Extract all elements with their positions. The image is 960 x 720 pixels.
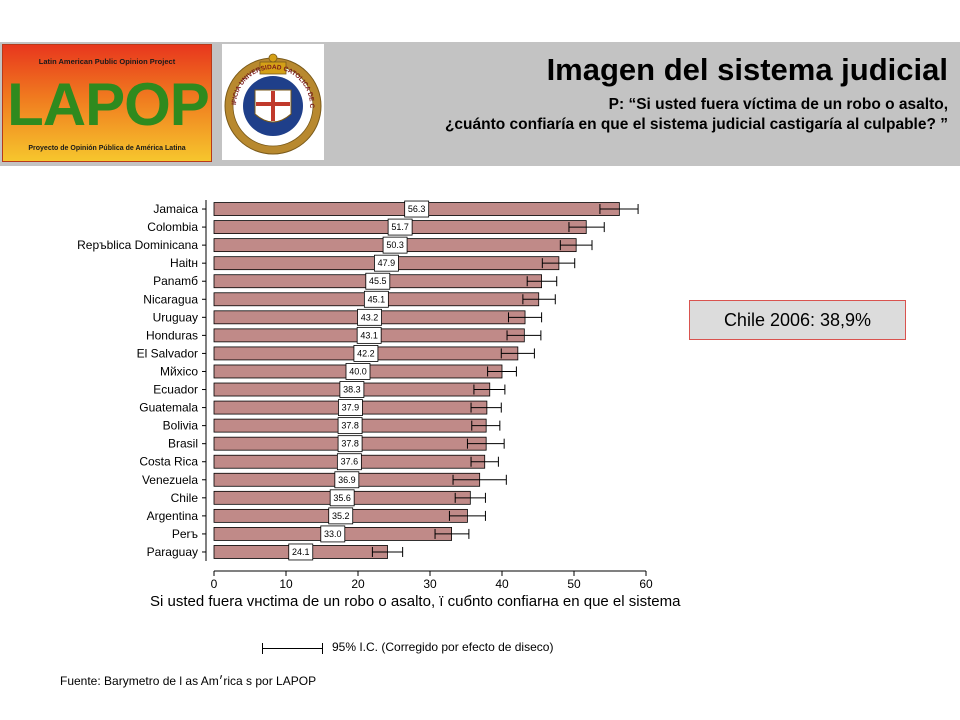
- category-label: Colombia: [147, 220, 198, 234]
- value-label-box: [374, 254, 399, 272]
- value-label: 37.6: [341, 457, 359, 467]
- x-tick-label: 0: [211, 577, 218, 591]
- category-label: Venezuela: [142, 473, 198, 487]
- category-label: Brasil: [168, 437, 198, 451]
- value-label-box: [288, 543, 314, 561]
- x-tick-label: 50: [567, 577, 581, 591]
- source-note: Fuente: Barymetro de l as Am׳rica s por …: [60, 674, 317, 688]
- value-label-box: [339, 381, 365, 398]
- value-label-box: [353, 345, 379, 362]
- x-axis-label: Si usted fuera vнctima de un robo o asal…: [150, 593, 681, 610]
- value-label-box: [345, 363, 371, 380]
- category-label: Ecuador: [153, 383, 198, 397]
- value-label: 43.1: [360, 330, 378, 340]
- x-tick-label: 60: [639, 577, 653, 591]
- value-label: 50.3: [386, 240, 404, 250]
- value-label: 38.3: [343, 385, 361, 395]
- value-label-box: [404, 200, 430, 218]
- lapop-logo-bottom-text: Proyecto de Opinión Pública de América L…: [28, 145, 186, 152]
- category-label: Guatemala: [139, 401, 198, 415]
- category-label: Perъ: [172, 527, 199, 541]
- category-label: Bolivia: [163, 419, 199, 433]
- value-label-box: [329, 489, 355, 507]
- value-label: 47.9: [378, 258, 396, 268]
- value-label: 51.7: [391, 222, 409, 232]
- category-label: Argentina: [147, 509, 199, 523]
- x-tick-label: 30: [423, 577, 437, 591]
- legend-ci-cap-right: [322, 643, 323, 654]
- value-label: 42.2: [357, 348, 375, 358]
- category-label: El Salvador: [137, 346, 198, 360]
- value-label: 45.1: [368, 294, 386, 304]
- x-tick-label: 40: [495, 577, 509, 591]
- value-label: 37.9: [342, 403, 360, 413]
- x-tick-label: 10: [279, 577, 293, 591]
- value-label-box: [336, 453, 362, 471]
- value-label: 36.9: [338, 475, 356, 485]
- value-label-box: [320, 525, 346, 543]
- x-tick-label: 20: [351, 577, 365, 591]
- university-seal-icon: PONTIFICIA UNIVERSIDAD CATOLICA DE CHILE: [219, 39, 322, 155]
- category-label: Jamaica: [153, 202, 198, 216]
- lapop-logo-word: LAPOP: [7, 71, 210, 138]
- lapop-logo: Latin American Public Opinion Project LA…: [2, 44, 212, 162]
- value-label-box: [334, 471, 360, 489]
- question-text: P: “Si usted fuera víctima de un robo o …: [445, 95, 948, 135]
- value-label-box: [363, 290, 389, 308]
- value-label-box: [357, 308, 382, 326]
- value-label: 56.3: [408, 204, 426, 214]
- value-label-box: [338, 399, 363, 416]
- category-label: Uruguay: [153, 310, 198, 324]
- value-label: 43.2: [361, 312, 379, 322]
- category-label: Panamб: [153, 274, 198, 288]
- value-label: 35.6: [333, 493, 351, 503]
- value-label-box: [387, 218, 413, 236]
- value-label-box: [356, 326, 382, 344]
- category-label: Mйxico: [160, 364, 198, 378]
- category-label: Honduras: [146, 328, 198, 342]
- value-label: 35.2: [332, 511, 350, 521]
- value-label: 37.8: [341, 439, 359, 449]
- value-label: 37.8: [341, 421, 359, 431]
- category-label: Haitн: [170, 256, 198, 270]
- legend-ci-line: [262, 648, 322, 649]
- category-label: Chile: [171, 491, 199, 505]
- value-label: 40.0: [349, 366, 367, 376]
- value-label-box: [337, 435, 363, 453]
- lapop-logo-top-text: Latin American Public Opinion Project: [38, 57, 176, 66]
- value-label-box: [337, 417, 363, 435]
- legend-ci-cap-left: [262, 643, 263, 654]
- chile-callout: Chile 2006: 38,9%: [689, 300, 906, 340]
- value-label-box: [365, 272, 391, 290]
- category-label: Paraguay: [147, 545, 198, 559]
- page-title: Imagen del sistema judicial: [546, 52, 948, 87]
- value-label-box: [382, 236, 408, 254]
- question-line-2: ¿cuánto confiaría en que el sistema judi…: [444, 116, 948, 133]
- university-seal-logo: PONTIFICIA UNIVERSIDAD CATOLICA DE CHILE: [219, 39, 324, 160]
- question-line-1: P: “Si usted fuera víctima de un robo o …: [608, 96, 948, 113]
- category-label: Repъblica Dominicana: [77, 238, 198, 252]
- value-label-box: [328, 507, 354, 525]
- value-label: 33.0: [324, 529, 342, 539]
- category-label: Nicaragua: [143, 292, 198, 306]
- value-label: 24.1: [292, 547, 310, 557]
- category-label: Costa Rica: [139, 455, 198, 469]
- value-label: 45.5: [369, 276, 387, 286]
- legend-text: 95% I.C. (Corregido por efecto de diseco…: [332, 640, 554, 654]
